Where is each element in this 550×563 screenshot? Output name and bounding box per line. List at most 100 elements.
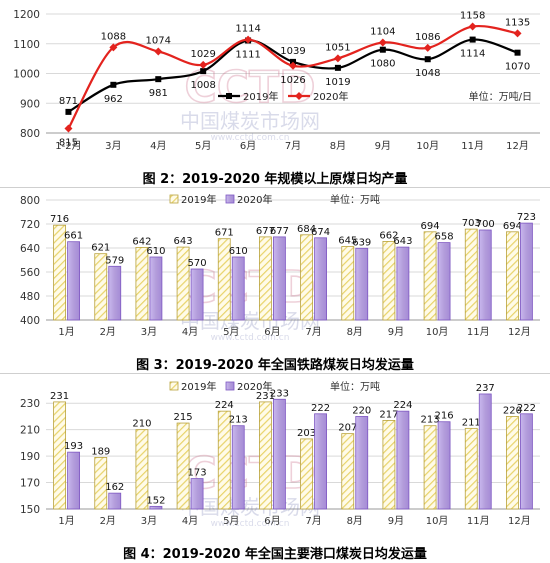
data-label: 570 bbox=[188, 258, 207, 269]
y-tick-label: 720 bbox=[20, 219, 40, 231]
data-label: 1019 bbox=[325, 77, 350, 88]
legend-label: 2020年 bbox=[237, 380, 272, 393]
x-tick-label: 6月 bbox=[240, 140, 256, 152]
chart-port-coal-shipment: 150170190210230CCTD中国煤炭市场网www.cctd.com.c… bbox=[20, 380, 540, 529]
bar-2019年 bbox=[300, 234, 313, 321]
bar-2020年 bbox=[355, 247, 369, 321]
chart-panel-railway: 400 480 560 640 720 800 CCTD 中国煤炭市场网 www.cctd.co… bbox=[0, 190, 550, 350]
data-point bbox=[65, 108, 72, 115]
data-point bbox=[423, 43, 432, 52]
data-label: 222 bbox=[517, 403, 536, 414]
bar-2020年 bbox=[478, 393, 492, 510]
bar-2019年 bbox=[217, 410, 231, 510]
data-label: 211 bbox=[462, 417, 481, 428]
data-point bbox=[64, 124, 73, 133]
bar-2020年 bbox=[355, 416, 369, 510]
x-tick-label: 8月 bbox=[347, 515, 363, 527]
data-label: 621 bbox=[91, 243, 110, 254]
svg-text:www.cctd.com.cn: www.cctd.com.cn bbox=[211, 133, 290, 143]
data-label: 224 bbox=[215, 400, 234, 411]
bar-2020年 bbox=[231, 425, 245, 510]
data-label: 203 bbox=[297, 428, 316, 439]
x-tick-label: 8月 bbox=[330, 140, 346, 152]
data-label: 1074 bbox=[146, 35, 171, 46]
data-label: 189 bbox=[91, 446, 110, 457]
data-label: 193 bbox=[64, 441, 83, 452]
unit-label: 单位：万吨 bbox=[330, 193, 380, 206]
x-tick-label: 10月 bbox=[416, 140, 439, 152]
data-label: 1029 bbox=[190, 49, 215, 60]
bar-2019年 bbox=[135, 429, 149, 510]
data-label: 579 bbox=[105, 255, 124, 266]
data-point bbox=[109, 43, 118, 52]
data-label: 207 bbox=[338, 423, 357, 434]
data-label: 610 bbox=[229, 246, 248, 257]
data-label: 962 bbox=[104, 94, 123, 105]
y-tick-label: 1100 bbox=[13, 39, 40, 51]
data-label: 716 bbox=[50, 214, 69, 225]
data-label: 210 bbox=[132, 419, 151, 430]
legend-swatch bbox=[225, 381, 235, 391]
bar-2019年 bbox=[423, 231, 437, 321]
bar-2019年 bbox=[135, 247, 149, 321]
divider bbox=[0, 373, 550, 374]
bar-2019年 bbox=[176, 422, 190, 510]
data-label: 815 bbox=[59, 138, 78, 149]
data-point bbox=[334, 64, 341, 71]
data-label: 216 bbox=[435, 411, 454, 422]
data-label: 662 bbox=[379, 230, 398, 241]
x-tick-label: 11月 bbox=[467, 326, 490, 338]
bar-2019年 bbox=[464, 228, 478, 321]
y-tick-label: 170 bbox=[20, 478, 40, 490]
bar-2019年 bbox=[53, 401, 66, 510]
data-point bbox=[513, 29, 522, 38]
data-label: 1135 bbox=[505, 17, 530, 28]
data-point bbox=[199, 60, 208, 69]
data-label: 677 bbox=[270, 226, 289, 237]
y-tick-label: 1200 bbox=[13, 9, 40, 21]
y-tick-label: 190 bbox=[20, 451, 40, 463]
data-label: 700 bbox=[476, 219, 495, 230]
data-label: 658 bbox=[435, 232, 454, 243]
svg-text:中国煤炭市场网: 中国煤炭市场网 bbox=[180, 109, 320, 133]
data-label: 674 bbox=[311, 227, 330, 238]
bar-2019年 bbox=[464, 427, 478, 510]
data-label: 645 bbox=[338, 236, 357, 247]
data-label: 694 bbox=[421, 221, 440, 232]
data-point bbox=[379, 46, 386, 53]
bar-2020年 bbox=[273, 398, 286, 510]
bar-2020年 bbox=[396, 410, 410, 510]
bar-2020年 bbox=[437, 421, 451, 510]
bar-2020年 bbox=[314, 237, 327, 321]
data-label: 213 bbox=[229, 415, 248, 426]
x-tick-label: 1月 bbox=[58, 515, 74, 527]
data-label: 1026 bbox=[280, 75, 305, 86]
data-point bbox=[514, 49, 521, 56]
bar-2020年 bbox=[149, 256, 163, 321]
bar-2019年 bbox=[506, 231, 519, 321]
unit-label: 单位：万吨 bbox=[330, 380, 380, 393]
bar-2019年 bbox=[94, 457, 108, 510]
data-label: 1008 bbox=[190, 80, 215, 91]
bar-2019年 bbox=[94, 253, 108, 321]
x-tick-label: 10月 bbox=[426, 326, 449, 338]
legend-swatch bbox=[169, 194, 179, 204]
x-tick-label: 7月 bbox=[305, 326, 321, 338]
y-tick-label: 400 bbox=[20, 315, 40, 327]
data-label: 643 bbox=[174, 236, 193, 247]
data-point bbox=[469, 36, 476, 43]
x-tick-label: 6月 bbox=[264, 326, 280, 338]
data-label: 1114 bbox=[460, 49, 485, 60]
data-label: 643 bbox=[393, 236, 412, 247]
x-tick-label: 4月 bbox=[150, 140, 166, 152]
data-label: 215 bbox=[174, 412, 193, 423]
y-tick-label: 480 bbox=[20, 291, 40, 303]
x-tick-label: 10月 bbox=[426, 515, 449, 527]
data-label: 661 bbox=[64, 231, 83, 242]
bar-2019年 bbox=[423, 425, 437, 510]
data-label: 231 bbox=[50, 391, 69, 402]
svg-text:CCTD: CCTD bbox=[184, 262, 315, 313]
unit-label: 单位：万吨/日 bbox=[469, 90, 532, 103]
bar-2019年 bbox=[300, 438, 313, 510]
x-tick-label: 2月 bbox=[100, 326, 116, 338]
